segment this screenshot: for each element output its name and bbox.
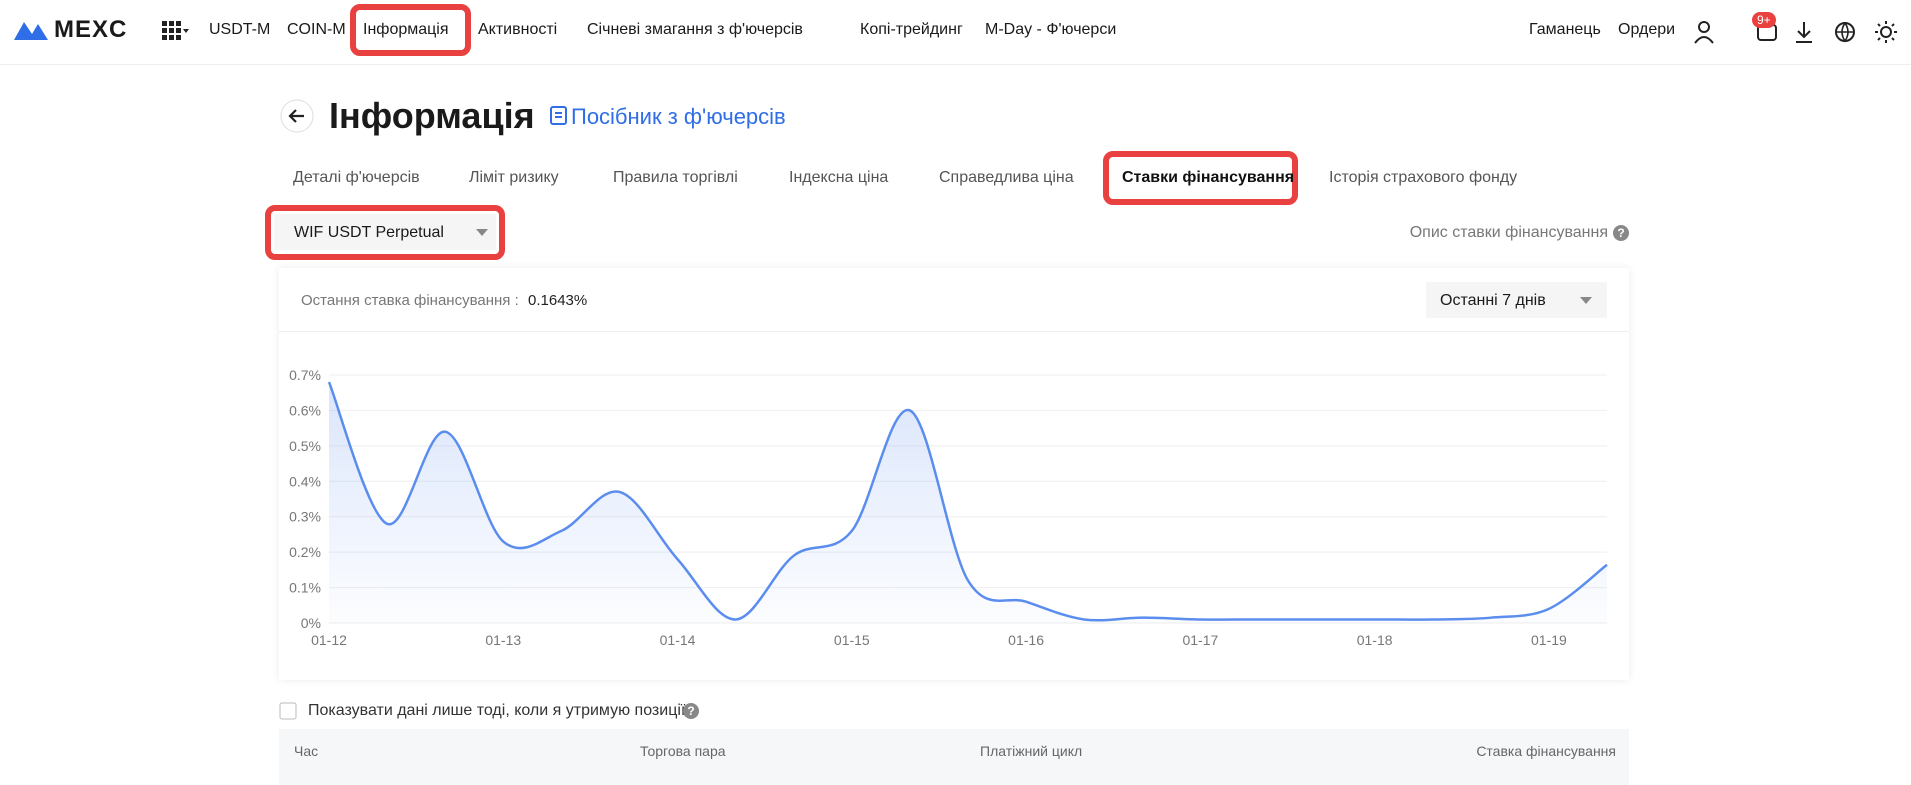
highlight-box — [1103, 151, 1298, 205]
tab[interactable]: Індексна ціна — [789, 169, 889, 186]
position-filter[interactable]: Показувати дані лише тоді, коли я утриму… — [308, 702, 686, 719]
apps-icon[interactable] — [162, 21, 190, 41]
y-tick-label: 0.7% — [289, 367, 321, 383]
y-tick-label: 0% — [301, 615, 321, 631]
tab[interactable]: Правила торгівлі — [613, 169, 738, 186]
caret — [476, 229, 488, 236]
nav-item[interactable]: Гаманець — [1529, 21, 1601, 38]
contract-select-text: WIF USDT Perpetual — [294, 224, 444, 241]
guide-link[interactable]: Посібник з ф'ючерсів — [571, 104, 786, 129]
svg-text:?: ? — [687, 704, 694, 718]
checkbox[interactable] — [279, 702, 297, 720]
tab[interactable]: Ліміт ризику — [469, 169, 559, 186]
column-header: Час — [294, 743, 319, 759]
x-tick-label: 01-18 — [1357, 632, 1393, 648]
divider — [279, 331, 1629, 332]
nav-item[interactable]: USDT-M — [209, 21, 271, 38]
tab[interactable]: Історія страхового фонду — [1329, 169, 1518, 186]
nav-icons[interactable] — [1692, 19, 1911, 45]
logo-icon — [14, 22, 48, 40]
x-tick-label: 01-16 — [1008, 632, 1044, 648]
tab[interactable]: Справедлива ціна — [939, 169, 1074, 186]
x-tick-label: 01-19 — [1531, 632, 1567, 648]
nav-item[interactable]: Січневі змагання з ф'ючерсів — [587, 21, 803, 38]
contract-select[interactable] — [274, 214, 496, 250]
nav-item[interactable]: Активності — [478, 21, 558, 38]
x-tick-label: 01-17 — [1182, 632, 1218, 648]
nav-item[interactable]: COIN-M — [287, 21, 346, 38]
latest-rate-value: 0.1643% — [528, 292, 588, 309]
nav-item[interactable]: Ордери — [1618, 21, 1676, 38]
period-select-text: Останні 7 днів — [1440, 292, 1546, 309]
nav-item[interactable]: Інформація — [363, 21, 449, 38]
latest-rate-label: Остання ставка фінансування : — [301, 292, 519, 309]
navbar: MEXC USDT-M COIN-M Інформація Активності… — [0, 0, 1911, 65]
y-tick-label: 0.2% — [289, 544, 321, 560]
svg-text:?: ? — [1617, 226, 1624, 240]
line — [327, 381, 1608, 622]
help-icon[interactable]: ? — [682, 702, 700, 720]
y-tick-label: 0.1% — [289, 580, 321, 596]
x-tick-label: 01-12 — [311, 632, 347, 648]
column-header: Ставка фінансування — [1476, 743, 1616, 759]
help-icon[interactable]: ? — [1612, 224, 1630, 242]
nav-item[interactable]: Копі-трейдинг — [860, 21, 963, 38]
x-tick-label: 01-14 — [660, 632, 696, 648]
chart: 0% 0.1% 0.2% 0.3% 0.4% 0.5% 0.6% 0.7% 01-12 01-13… — [289, 367, 1608, 648]
y-tick-label: 0.6% — [289, 402, 321, 418]
y-tick-label: 0.4% — [289, 473, 321, 489]
period-select[interactable] — [1426, 282, 1607, 318]
table-header — [279, 729, 1629, 785]
x-tick-label: 01-13 — [485, 632, 521, 648]
x-tick-label: 01-15 — [834, 632, 870, 648]
notification-badge: 9+ — [1752, 12, 1776, 28]
guide-icon — [550, 106, 567, 125]
column-header: Платіжний цикл — [980, 743, 1083, 759]
back-button[interactable] — [279, 98, 315, 134]
area — [329, 382, 1607, 623]
caret — [1580, 297, 1592, 304]
y-tick-label: 0.5% — [289, 438, 321, 454]
logo[interactable]: MEXC — [54, 16, 128, 43]
page-title: Інформація — [329, 95, 535, 136]
nav-item[interactable]: M-Day - Ф'ючерси — [985, 21, 1117, 38]
tab[interactable]: Деталі ф'ючерсів — [293, 169, 420, 186]
highlight-box — [265, 205, 505, 260]
highlight-box — [350, 4, 471, 56]
funding-description-link[interactable]: Опис ставки фінансування — [1409, 224, 1608, 241]
y-tick-label: 0.3% — [289, 509, 321, 525]
tab-active[interactable]: Ставки фінансування — [1122, 169, 1295, 186]
column-header: Торгова пара — [640, 743, 726, 759]
